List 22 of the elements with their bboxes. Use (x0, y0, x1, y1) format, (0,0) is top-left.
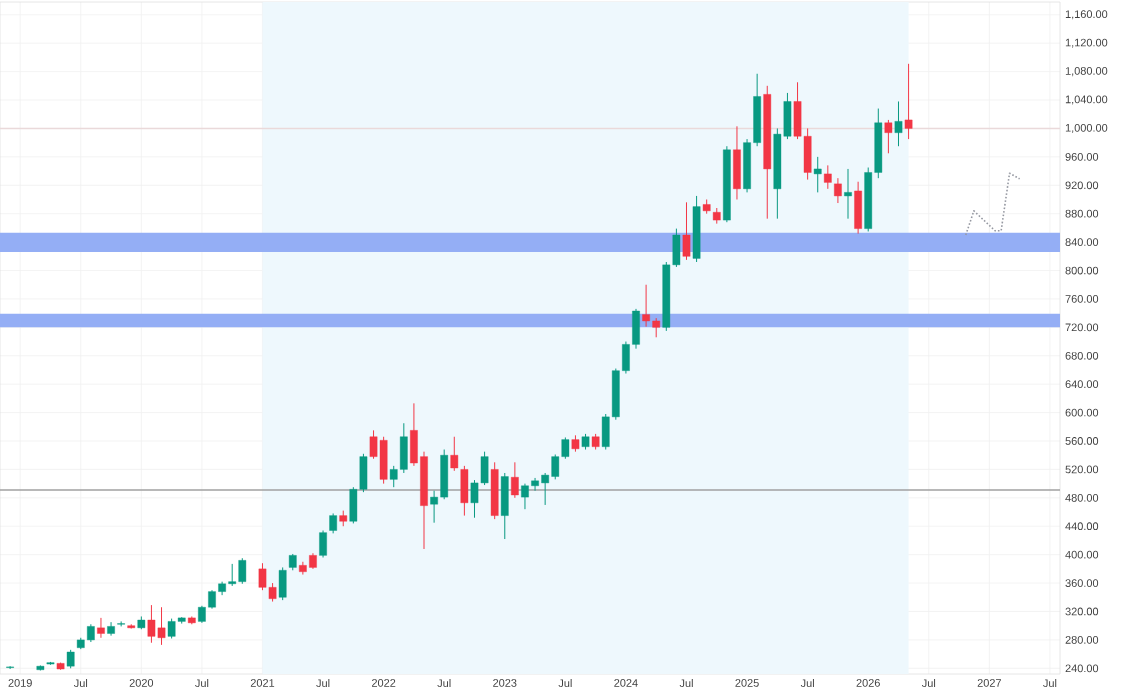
candlestick (319, 530, 327, 558)
candlestick (813, 156, 822, 193)
candlestick (450, 436, 459, 472)
candlestick (278, 566, 287, 601)
candlestick (66, 649, 75, 669)
candlestick (97, 617, 105, 639)
candlestick (107, 621, 115, 637)
line-series (964, 172, 1021, 236)
candlestick (834, 177, 842, 204)
candlestick (682, 201, 691, 261)
candlestick (904, 63, 913, 140)
candlestick (894, 100, 903, 147)
candlestick (460, 465, 469, 517)
candlestick (490, 461, 499, 520)
candlestick (733, 125, 741, 200)
candlestick (823, 164, 832, 190)
candlestick (884, 119, 893, 154)
candlestick (511, 461, 519, 499)
candlestick (844, 168, 852, 220)
candlestick (329, 512, 337, 534)
candlestick (500, 472, 509, 540)
candlestick (854, 181, 862, 235)
